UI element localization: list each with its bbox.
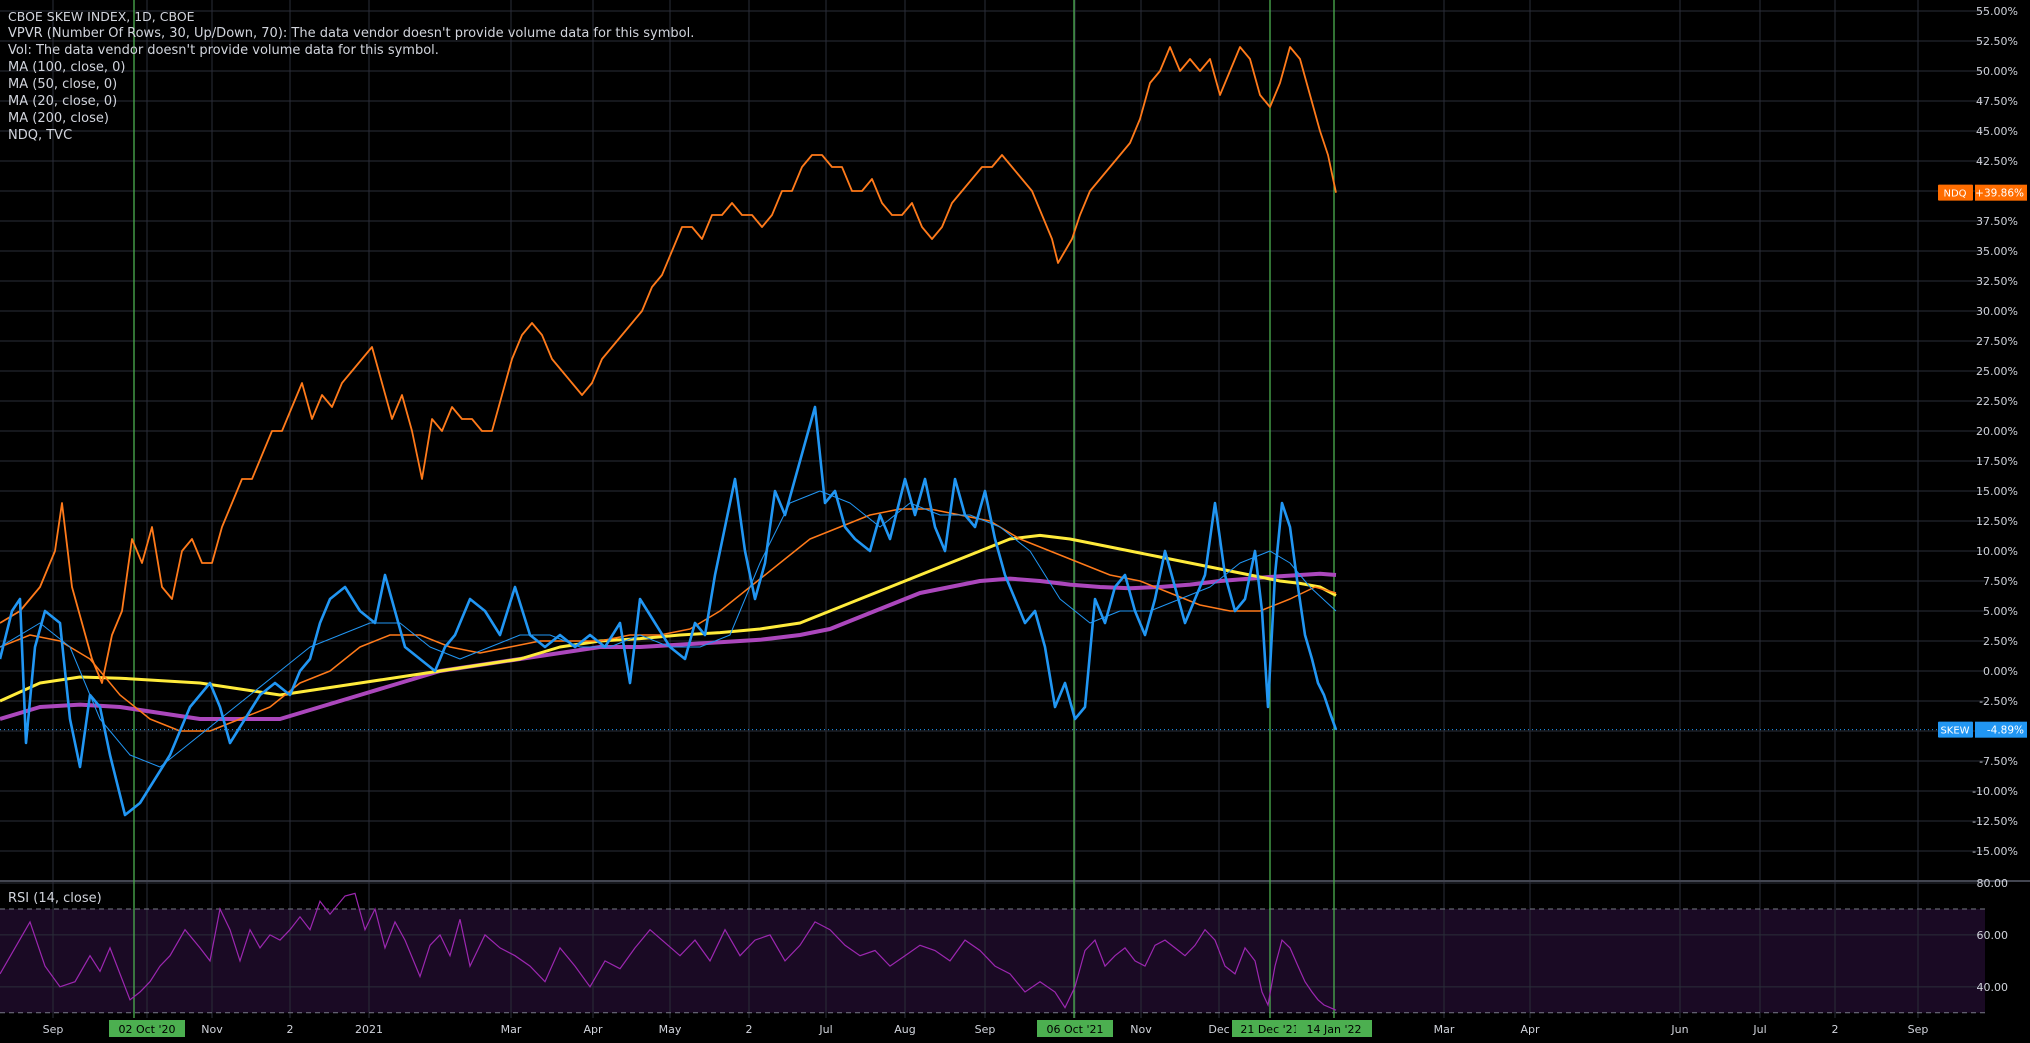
- y-tick-label: 20.00%: [1976, 425, 2018, 438]
- x-tick-highlight: [1232, 1020, 1308, 1037]
- x-tick-label: Aug: [894, 1023, 915, 1036]
- y-tick-label: 22.50%: [1976, 395, 2018, 408]
- x-tick-label: Mar: [501, 1023, 522, 1036]
- ndq-last-badge-value: +39.86%: [1975, 188, 2024, 200]
- y-axis: 55.00% 52.50% 50.00% 47.50% 45.00% 42.50% 37.5…: [1972, 5, 2018, 994]
- y-tick-label: 50.00%: [1976, 65, 2018, 78]
- x-tick-label: Nov: [1130, 1023, 1152, 1036]
- x-tick-label: Nov: [201, 1023, 223, 1036]
- y-tick-label: 42.50%: [1976, 155, 2018, 168]
- ndq-last-badge-symbol: NDQ: [1943, 189, 1966, 200]
- legend-line-ma100[interactable]: MA (100, close, 0): [8, 60, 126, 75]
- ndq-last-badge[interactable]: NDQ +39.86%: [1938, 184, 2027, 201]
- rsi-y-tick-label: 60.00: [1977, 929, 2009, 942]
- x-tick-label: Apr: [1520, 1023, 1540, 1036]
- y-tick-label: 32.50%: [1976, 275, 2018, 288]
- x-tick-highlight: [1296, 1020, 1372, 1037]
- y-tick-label: 27.50%: [1976, 335, 2018, 348]
- y-tick-label: 30.00%: [1976, 305, 2018, 318]
- y-tick-label: 17.50%: [1976, 455, 2018, 468]
- x-tick-label: 21 Dec '21: [1240, 1023, 1299, 1036]
- y-tick-label: 52.50%: [1976, 35, 2018, 48]
- series-line-ndq: [0, 46, 1337, 684]
- x-tick-label: Sep: [1908, 1023, 1929, 1036]
- ndq-last-badge-symbol-box: [1938, 184, 1973, 201]
- y-tick-label: -12.50%: [1972, 815, 2018, 828]
- y-tick-label: 15.00%: [1976, 485, 2018, 498]
- x-axis: Sep 02 Oct '20 Nov 2 2021 Mar Apr May 2 Jul Aug Sep…: [43, 1020, 1929, 1037]
- x-tick-highlight: [1037, 1020, 1113, 1037]
- y-tick-label: -7.50%: [1979, 755, 2018, 768]
- symbol-title[interactable]: CBOE SKEW INDEX, 1D, CBOE: [8, 9, 195, 24]
- y-tick-label: 35.00%: [1976, 245, 2018, 258]
- rsi-line: [0, 892, 1337, 1011]
- x-tick-label: Jul: [1752, 1023, 1766, 1036]
- x-tick-label: Jun: [1670, 1023, 1688, 1036]
- x-tick-label: Sep: [43, 1023, 64, 1036]
- x-tick-label: 14 Jan '22: [1307, 1023, 1362, 1036]
- grid: [0, 0, 1985, 1018]
- rsi-legend[interactable]: RSI (14, close): [8, 891, 102, 906]
- skew-last-badge[interactable]: SKEW -4.89%: [1938, 721, 2027, 738]
- chart-legend: CBOE SKEW INDEX, 1D, CBOE VPVR (Number O…: [8, 8, 694, 144]
- x-tick-label: May: [659, 1023, 682, 1036]
- x-tick-label: 06 Oct '21: [1046, 1023, 1103, 1036]
- rsi-band: [0, 908, 1985, 1013]
- series-line-ma-100-close-0: [0, 533, 1337, 703]
- x-tick-highlight: [109, 1020, 185, 1037]
- x-tick-label: 2: [746, 1023, 753, 1036]
- y-tick-label: 47.50%: [1976, 95, 2018, 108]
- x-tick-label: Jul: [818, 1023, 832, 1036]
- x-tick-label: Sep: [975, 1023, 996, 1036]
- series-line-skew: [0, 405, 1338, 817]
- x-tick-label: 2021: [355, 1023, 383, 1036]
- y-tick-label: 45.00%: [1976, 125, 2018, 138]
- legend-line-ma50[interactable]: MA (50, close, 0): [8, 77, 118, 92]
- y-tick-label: 10.00%: [1976, 545, 2018, 558]
- y-tick-label: 12.50%: [1976, 515, 2018, 528]
- legend-line-vol[interactable]: Vol: The data vendor doesn't provide vol…: [8, 43, 439, 58]
- rsi-y-tick-label: 80.00: [1977, 877, 2009, 890]
- x-tick-label: Dec: [1208, 1023, 1229, 1036]
- y-tick-label: 5.00%: [1983, 605, 2018, 618]
- y-tick-label: -10.00%: [1972, 785, 2018, 798]
- y-tick-label: -15.00%: [1972, 845, 2018, 858]
- x-tick-label: 02 Oct '20: [118, 1023, 175, 1036]
- legend-line-ndq[interactable]: NDQ, TVC: [8, 128, 73, 143]
- y-tick-label: 25.00%: [1976, 365, 2018, 378]
- skew-last-badge-symbol-box: [1938, 721, 1973, 738]
- x-tick-label: 2: [1832, 1023, 1839, 1036]
- y-tick-label: 55.00%: [1976, 5, 2018, 18]
- skew-last-badge-symbol: SKEW: [1940, 726, 1969, 737]
- legend-line-ma200[interactable]: MA (200, close): [8, 111, 109, 126]
- ndq-last-badge-value-box: [1975, 184, 2027, 201]
- skew-last-badge-value: -4.89%: [1987, 725, 2024, 737]
- y-tick-label: 2.50%: [1983, 635, 2018, 648]
- skew-last-badge-value-box: [1975, 721, 2027, 738]
- x-tick-label: Apr: [583, 1023, 603, 1036]
- y-tick-label: 7.50%: [1983, 575, 2018, 588]
- legend-line-ma20[interactable]: MA (20, close, 0): [8, 94, 118, 109]
- x-tick-label: Mar: [1434, 1023, 1455, 1036]
- rsi-y-tick-label: 40.00: [1977, 981, 2009, 994]
- y-tick-label: 0.00%: [1983, 665, 2018, 678]
- x-tick-label: 2: [287, 1023, 294, 1036]
- y-tick-label: 37.50%: [1976, 215, 2018, 228]
- y-tick-label: -2.50%: [1979, 695, 2018, 708]
- legend-line-vpvr[interactable]: VPVR (Number Of Rows, 30, Up/Down, 70): …: [8, 26, 695, 41]
